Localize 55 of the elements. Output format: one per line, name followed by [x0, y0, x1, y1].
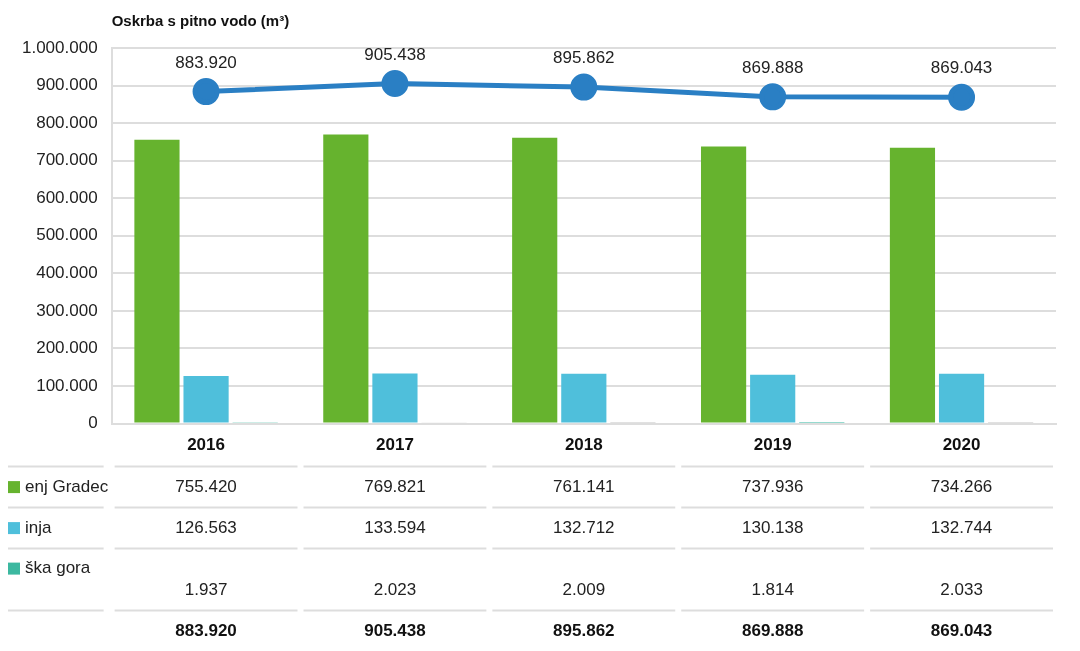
bar	[938, 373, 985, 423]
y-tick-label: 200.000	[36, 338, 98, 358]
chart-title: Oskrba s pitno vodo (m³)	[111, 12, 290, 29]
text: 883.920	[175, 52, 237, 72]
bar	[700, 146, 747, 423]
y-tick-label: 1.000.000	[21, 37, 98, 57]
data-label: 905.438	[364, 620, 426, 640]
x-tick-label: 2020	[942, 435, 981, 455]
legend-label: ška gora	[25, 558, 91, 578]
text: 869.888	[741, 57, 804, 77]
data-label: 2.009	[562, 580, 606, 600]
y-tick-label: 600.000	[36, 187, 98, 207]
x-tick-label: 2019	[753, 435, 792, 455]
y-tick-label: 400.000	[36, 263, 98, 283]
legend-label: enj Gradec	[25, 476, 109, 496]
y-tick-label: 500.000	[36, 225, 98, 245]
legend-label: inja	[25, 517, 53, 537]
data-label: 869.043	[930, 620, 993, 640]
bar	[323, 134, 369, 423]
data-label: 1.814	[751, 580, 794, 600]
y-tick-label: 0	[88, 413, 98, 433]
bar	[134, 139, 180, 423]
bar	[183, 376, 229, 423]
data-label: 895.862	[553, 620, 615, 640]
bar	[372, 373, 418, 423]
data-label: 2.023	[373, 580, 417, 600]
data-label: 132.712	[553, 517, 615, 537]
data-label: 130.138	[741, 517, 804, 537]
data-label: 126.563	[175, 517, 237, 537]
y-tick-label: 100.000	[36, 375, 98, 395]
data-label: 737.936	[741, 476, 804, 496]
y-tick-label: 300.000	[36, 300, 98, 320]
data-label: 132.744	[930, 517, 993, 537]
bar	[512, 137, 558, 423]
data-label: 769.821	[364, 476, 426, 496]
x-tick-label: 2018	[564, 435, 603, 455]
data-label: 755.420	[175, 476, 237, 496]
text: 905.438	[364, 44, 426, 64]
data-label: 761.141	[553, 476, 615, 496]
bar	[561, 373, 607, 423]
data-label: 1.937	[184, 580, 228, 600]
data-label: 133.594	[364, 517, 426, 537]
bar	[750, 374, 796, 423]
data-label: 883.920	[175, 620, 237, 640]
x-tick-label: 2017	[376, 435, 414, 455]
y-tick-label: 800.000	[36, 112, 98, 132]
data-label: 734.266	[930, 476, 993, 496]
bar	[889, 147, 936, 423]
text: 869.043	[930, 58, 993, 78]
y-tick-label: 900.000	[36, 75, 98, 95]
data-label: 2.033	[940, 580, 983, 600]
x-tick-label: 2016	[187, 435, 225, 455]
data-label: 869.888	[741, 620, 804, 640]
text: 895.862	[553, 48, 615, 68]
y-tick-label: 700.000	[36, 150, 98, 170]
